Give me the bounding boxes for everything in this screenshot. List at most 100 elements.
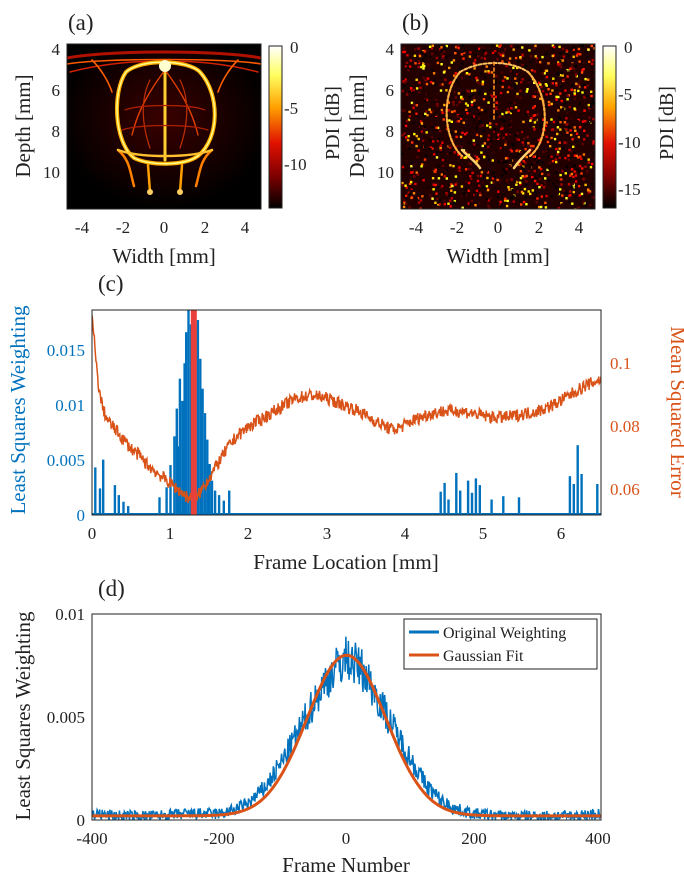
speckle-cell: [402, 198, 405, 201]
speckle-cell: [509, 70, 512, 73]
weighting-bar: [210, 480, 214, 515]
speckle-cell: [502, 110, 506, 114]
speckle-cell: [530, 117, 533, 120]
speckle-cell: [419, 86, 422, 89]
speckle-cell: [474, 154, 477, 158]
speckle-cell: [536, 113, 539, 116]
speckle-cell: [505, 133, 508, 136]
speckle-cell: [496, 195, 500, 199]
speckle-cell: [487, 71, 491, 74]
speckle-cell: [576, 52, 580, 56]
speckle-cell: [424, 154, 428, 157]
speckle-cell: [478, 82, 481, 86]
speckle-cell: [570, 150, 574, 153]
speckle-cell: [565, 191, 568, 194]
speckle-cell: [563, 141, 566, 144]
speckle-cell: [485, 109, 488, 112]
speckle-cell: [449, 199, 452, 202]
speckle-cell: [575, 72, 578, 76]
speckle-cell: [487, 70, 490, 73]
speckle-cell: [523, 151, 526, 154]
speckle-cell: [474, 48, 478, 51]
speckle-cell: [409, 179, 412, 182]
panel-a-xtick: 2: [201, 218, 210, 237]
speckle-cell: [425, 131, 428, 134]
speckle-cell: [585, 94, 588, 97]
speckle-cell: [587, 161, 590, 164]
speckle-cell: [542, 186, 546, 189]
speckle-cell: [515, 183, 518, 186]
speckle-cell: [454, 52, 457, 55]
speckle-cell: [425, 110, 428, 113]
speckle-cell: [537, 141, 540, 144]
speckle-cell: [483, 156, 486, 159]
speckle-cell: [522, 144, 525, 147]
speckle-cell: [451, 110, 454, 114]
speckle-cell: [422, 67, 425, 70]
speckle-cell: [449, 185, 452, 188]
speckle-cell: [437, 203, 440, 207]
speckle-cell: [506, 179, 509, 182]
speckle-cell: [489, 197, 492, 200]
speckle-cell: [460, 185, 464, 188]
speckle-cell: [566, 98, 569, 101]
speckle-cell: [590, 162, 594, 166]
speckle-cell: [569, 117, 573, 120]
speckle-cell: [550, 102, 553, 106]
speckle-cell: [452, 164, 455, 168]
panel-b-colorbar-tick: -10: [618, 133, 641, 152]
speckle-cell: [431, 82, 435, 85]
speckle-cell: [482, 46, 485, 49]
panel-a-colorbar-tick: -10: [284, 155, 307, 174]
speckle-cell: [455, 135, 458, 139]
speckle-cell: [505, 160, 508, 163]
speckle-cell: [558, 45, 561, 49]
speckle-cell: [475, 160, 479, 163]
speckle-cell: [449, 164, 452, 167]
speckle-cell: [469, 175, 472, 178]
speckle-cell: [556, 190, 560, 193]
weighting-bar: [576, 445, 579, 515]
speckle-cell: [523, 66, 527, 70]
speckle-cell: [417, 65, 420, 69]
speckle-cell: [564, 110, 567, 114]
speckle-cell: [494, 67, 497, 70]
speckle-cell: [533, 47, 536, 50]
speckle-cell: [540, 69, 543, 72]
speckle-cell: [412, 192, 416, 195]
speckle-cell: [554, 88, 558, 92]
speckle-cell: [428, 155, 432, 158]
speckle-cell: [472, 153, 475, 156]
panel-d-gaussian-fit-line: [92, 653, 601, 818]
speckle-cell: [487, 101, 490, 104]
speckle-cell: [536, 95, 539, 98]
speckle-cell: [590, 62, 594, 65]
speckle-cell: [494, 52, 497, 55]
speckle-cell: [418, 91, 421, 94]
speckle-cell: [437, 164, 440, 168]
speckle-cell: [563, 129, 566, 132]
speckle-cell: [435, 126, 438, 129]
speckle-cell: [519, 181, 522, 184]
speckle-cell: [538, 123, 542, 126]
speckle-cell: [421, 139, 425, 142]
speckle-cell: [444, 147, 448, 150]
speckle-cell: [452, 59, 456, 62]
speckle-cell: [497, 137, 500, 140]
speckle-cell: [510, 178, 513, 181]
speckle-cell: [592, 142, 595, 145]
panel-d-x-ticks: -400 -200 0 200 400: [76, 829, 610, 848]
speckle-cell: [408, 206, 411, 209]
speckle-cell: [587, 50, 591, 53]
speckle-cell: [474, 194, 477, 197]
speckle-cell: [591, 59, 595, 62]
speckle-cell: [568, 170, 571, 173]
speckle-cell: [447, 189, 450, 192]
speckle-cell: [529, 119, 532, 122]
weighting-bar: [470, 492, 474, 515]
speckle-cell: [555, 84, 558, 87]
speckle-cell: [416, 173, 420, 176]
speckle-cell: [560, 85, 563, 88]
speckle-cell: [426, 77, 430, 80]
speckle-cell: [533, 169, 536, 173]
